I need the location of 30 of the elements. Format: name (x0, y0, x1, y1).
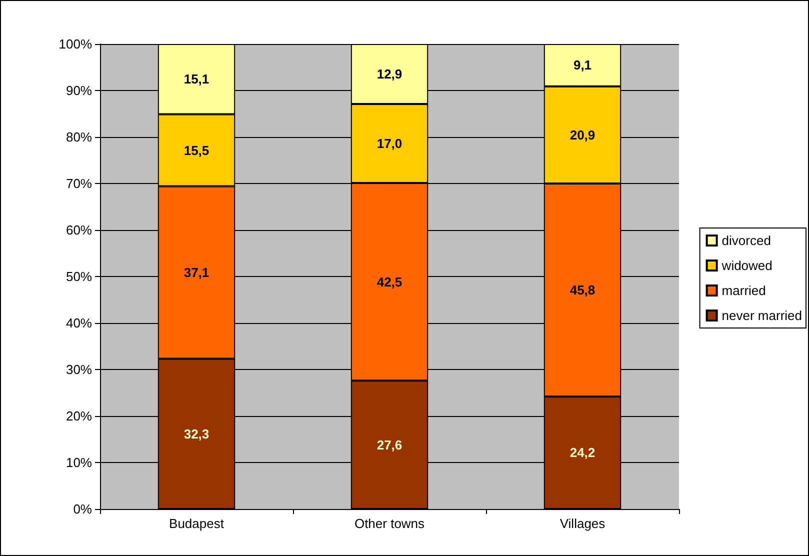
legend-label: widowed (720, 258, 772, 273)
y-tick-label: 90% (66, 83, 92, 98)
data-label: 20,9 (570, 127, 596, 142)
x-tick-label: Villages (560, 516, 606, 531)
data-label: 24,2 (570, 445, 596, 460)
y-tick-label: 20% (66, 408, 92, 424)
legend-label: never married (722, 308, 802, 323)
y-tick-label: 40% (66, 316, 92, 330)
y-tick-label: 70% (66, 176, 92, 191)
data-label: 27,6 (376, 437, 402, 452)
x-tick-label: Budapest (169, 516, 224, 531)
y-tick-label: 10% (66, 455, 92, 470)
data-label: 17,0 (376, 136, 402, 152)
data-label: 37,1 (184, 265, 210, 280)
x-tick-label: Other towns (354, 516, 426, 531)
y-tick-label: 60% (66, 222, 92, 238)
legend-label: divorced (722, 233, 771, 248)
data-label: 32,3 (184, 426, 210, 442)
y-tick-label: 80% (66, 130, 92, 144)
y-tick-label: 50% (66, 269, 92, 284)
data-label: 45,8 (570, 282, 596, 298)
data-label: 9,1 (573, 58, 592, 73)
data-label: 42,5 (376, 274, 402, 290)
data-label: 15,1 (184, 72, 210, 87)
data-label: 15,5 (184, 142, 210, 158)
y-tick-label: 100% (58, 36, 92, 52)
legend-label: married (722, 283, 766, 298)
y-tick-label: 30% (66, 362, 92, 377)
data-label: 12,9 (376, 66, 402, 82)
y-tick-label: 0% (73, 502, 92, 516)
